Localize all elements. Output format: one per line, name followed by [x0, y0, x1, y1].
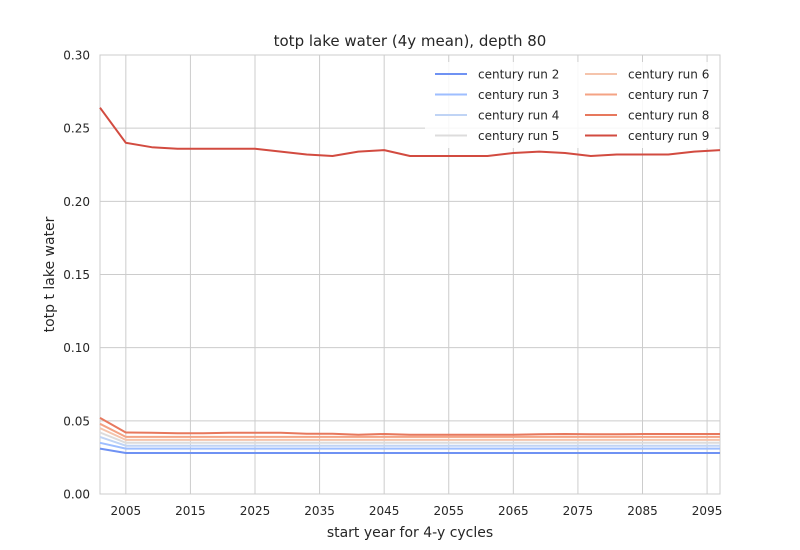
x-axis-ticks: 2005 2015 2025 2035 2045 2055 2065 2075 2085 2095 — [111, 504, 723, 518]
y-tick-label: 0.10 — [63, 341, 90, 355]
legend-label: century run 2 — [478, 68, 559, 82]
x-tick-label: 2025 — [240, 504, 271, 518]
y-tick-label: 0.15 — [63, 268, 90, 282]
y-tick-label: 0.30 — [63, 49, 90, 63]
series-line-6 — [99, 427, 720, 441]
legend-label: century run 9 — [628, 129, 709, 143]
x-axis-label: start year for 4-y cycles — [327, 525, 493, 541]
legend-label: century run 4 — [478, 109, 559, 123]
x-tick-label: 2015 — [175, 504, 206, 518]
x-tick-label: 2075 — [563, 504, 594, 518]
chart-title: totp lake water (4y mean), depth 80 — [274, 32, 547, 50]
y-axis-ticks: 0.00 0.05 0.10 0.15 0.20 0.25 0.30 — [63, 49, 90, 502]
x-tick-label: 2005 — [111, 504, 142, 518]
legend-box — [425, 62, 715, 148]
series-lines — [99, 107, 721, 454]
x-tick-label: 2085 — [627, 504, 658, 518]
legend-label: century run 8 — [628, 109, 709, 123]
y-axis-label: totp t lake water — [42, 216, 58, 332]
series-line-7 — [99, 422, 720, 438]
x-tick-label: 2035 — [304, 504, 335, 518]
legend-label: century run 6 — [628, 68, 709, 82]
series-line-2 — [99, 447, 720, 454]
x-tick-label: 2045 — [369, 504, 400, 518]
series-line-9 — [99, 107, 721, 157]
legend: century run 2 century run 3 century run 4 c… — [425, 62, 715, 148]
y-tick-label: 0.05 — [63, 414, 90, 428]
legend-label: century run 7 — [628, 88, 709, 102]
series-line-5 — [99, 431, 720, 444]
x-tick-label: 2095 — [692, 504, 723, 518]
y-tick-label: 0.25 — [63, 122, 90, 136]
legend-label: century run 5 — [478, 129, 559, 143]
series-line-3 — [99, 441, 720, 450]
series-line-4 — [99, 435, 720, 447]
series-line-8 — [99, 417, 720, 436]
y-tick-label: 0.20 — [63, 195, 90, 209]
x-tick-label: 2055 — [433, 504, 464, 518]
legend-label: century run 3 — [478, 88, 559, 102]
x-tick-label: 2065 — [498, 504, 529, 518]
y-tick-label: 0.00 — [63, 488, 90, 502]
